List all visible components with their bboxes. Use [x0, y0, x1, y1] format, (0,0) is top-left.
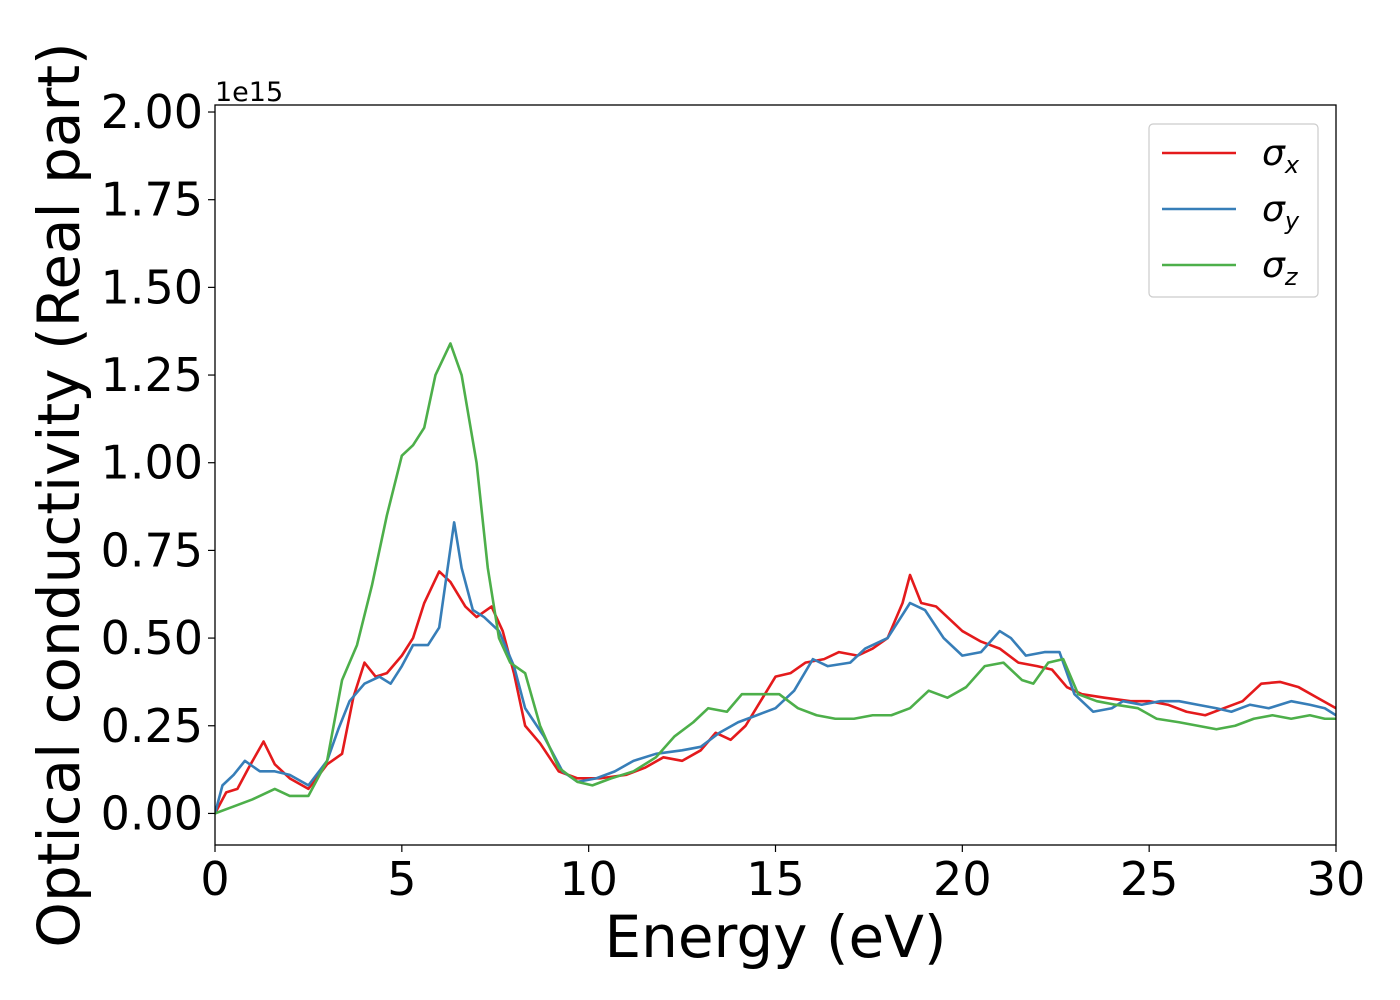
y-tick-label: 0.25: [101, 699, 203, 753]
y-tick-label: 1.00: [101, 436, 203, 490]
legend-box: [1148, 123, 1319, 298]
y-axis-ticks: 0.00 0.25 0.50 0.75 1.00 1.25 1.50 1.75 2.00: [101, 85, 215, 840]
series-line-x: [215, 570, 1336, 815]
legend-label-x: σx: [1262, 133, 1300, 179]
x-tick-label: 30: [1307, 852, 1366, 906]
x-tick-label: 10: [559, 852, 618, 906]
y-tick-label: 1.50: [101, 260, 203, 314]
x-tick-label: 0: [200, 852, 229, 906]
y-axis-title: Optical conductivity (Real part): [25, 42, 93, 947]
plot-content: [215, 342, 1336, 815]
y-tick-label: 2.00: [101, 85, 203, 139]
y-tick-label: 0.00: [101, 786, 203, 840]
legend-label-y: σy: [1262, 189, 1300, 235]
x-tick-label: 5: [387, 852, 416, 906]
x-axis-ticks: 0 5 10 15 20 25 30: [200, 845, 1365, 906]
series-line-z: [215, 342, 1336, 815]
y-tick-label: 0.50: [101, 611, 203, 665]
y-axis-offset-label: 1e15: [215, 77, 283, 108]
y-tick-label: 0.75: [101, 523, 203, 577]
x-tick-label: 25: [1120, 852, 1179, 906]
x-axis-title: Energy (eV): [604, 903, 946, 971]
y-tick-label: 1.75: [101, 173, 203, 227]
series-line-y: [215, 521, 1336, 815]
legend: σx σy σz: [1148, 123, 1319, 298]
x-tick-label: 20: [933, 852, 992, 906]
legend-label-z: σz: [1262, 245, 1299, 291]
x-tick-label: 15: [746, 852, 805, 906]
y-tick-label: 1.25: [101, 348, 203, 402]
